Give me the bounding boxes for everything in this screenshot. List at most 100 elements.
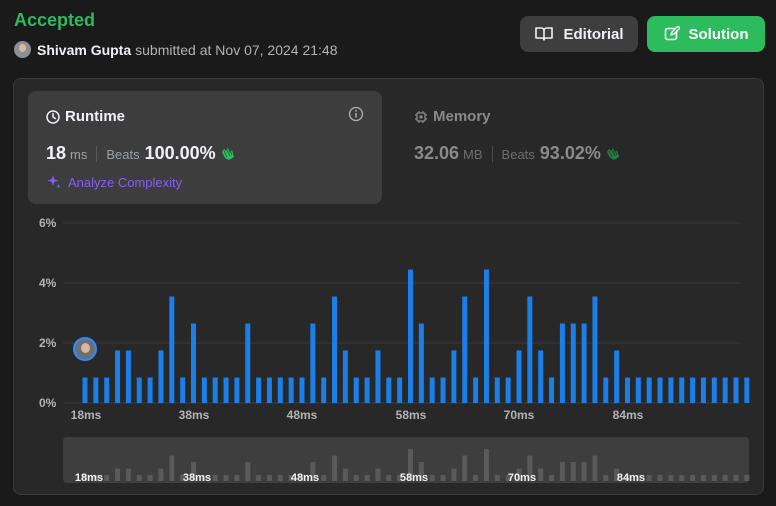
overview-bar: [342, 468, 348, 481]
overview-bar: [321, 474, 327, 481]
runtime-metric: 18 ms Beats 100.00%: [46, 143, 237, 164]
bar: [635, 377, 641, 403]
overview-bar: [668, 474, 674, 481]
overview-bar: [180, 474, 186, 481]
bar: [353, 377, 359, 403]
memory-beats-label: Beats: [501, 147, 535, 162]
overview-tick-label: 48ms: [291, 472, 319, 484]
bar: [549, 377, 555, 403]
bar: [342, 350, 348, 403]
overview-bar: [408, 449, 413, 481]
submission-status: Accepted: [14, 10, 96, 30]
editorial-button[interactable]: Editorial: [520, 16, 638, 52]
submitter-name[interactable]: Shivam Gupta: [37, 41, 132, 58]
overview-bar: [614, 468, 620, 481]
overview-bar: [483, 449, 489, 481]
runtime-beats-value: 100.00%: [144, 143, 216, 163]
overview-bar: [223, 474, 229, 481]
bar: [494, 377, 500, 403]
bar: [700, 377, 706, 403]
bar: [115, 350, 121, 403]
bar: [657, 377, 663, 403]
bar: [147, 377, 153, 403]
bar: [516, 350, 522, 403]
overview-bar: [266, 474, 272, 481]
overview-bar: [418, 462, 424, 481]
bar: [473, 377, 479, 403]
bar: [592, 296, 598, 403]
overview-bar: [711, 474, 717, 481]
runtime-value: 18: [46, 143, 67, 163]
bar: [310, 323, 316, 403]
x-tick-label: 18ms: [71, 408, 102, 422]
overview-bar: [722, 474, 728, 481]
bar: [581, 323, 587, 403]
bar: [364, 377, 370, 403]
runtime-title-row: Runtime: [46, 108, 125, 125]
overview-tick-label: 84ms: [617, 472, 645, 484]
submission-info: Shivam Gupta submitted at Nov 07, 2024 2…: [14, 41, 338, 58]
bar: [570, 323, 576, 403]
bar: [288, 377, 294, 403]
bar: [418, 323, 424, 403]
sparkle-icon: [47, 175, 61, 189]
bar: [375, 350, 381, 403]
info-icon[interactable]: [348, 106, 364, 122]
overview-bar: [147, 474, 153, 481]
y-tick-label: 2%: [39, 336, 57, 350]
bar: [223, 377, 229, 403]
overview-bar: [353, 474, 359, 481]
user-avatar-icon[interactable]: [14, 41, 31, 58]
overview-bar: [700, 474, 706, 481]
bar: [603, 377, 609, 403]
analyze-complexity-link[interactable]: Analyze Complexity: [46, 174, 182, 190]
solution-button[interactable]: Solution: [647, 16, 765, 52]
clock-icon: [46, 109, 60, 124]
book-icon: [535, 27, 554, 41]
bar: [744, 377, 750, 403]
overview-bar: [277, 474, 283, 481]
bar: [733, 377, 739, 403]
bar: [614, 350, 620, 403]
overview-bar: [592, 455, 598, 481]
bar: [277, 377, 283, 403]
overview-bar: [234, 474, 240, 481]
overview-bar: [505, 474, 511, 481]
overview-bar: [733, 474, 739, 481]
clap-icon: [221, 147, 234, 160]
overview-bar: [549, 474, 555, 481]
bar: [169, 296, 175, 403]
bar: [191, 323, 196, 403]
memory-metric[interactable]: 32.06 MB Beats 93.02%: [414, 143, 622, 164]
overview-tick-label: 38ms: [183, 472, 211, 484]
overview-bar: [625, 474, 630, 481]
overview-bar: [744, 474, 750, 481]
x-tick-label: 58ms: [396, 408, 427, 422]
overview-bar: [169, 455, 175, 481]
solution-label: Solution: [688, 25, 749, 43]
y-tick-label: 4%: [39, 276, 57, 290]
bar: [690, 377, 696, 403]
x-tick-label: 70ms: [504, 408, 535, 422]
memory-title-row[interactable]: Memory: [414, 108, 491, 125]
bar: [245, 323, 251, 403]
overview-bar: [256, 474, 262, 481]
analyze-label: Analyze Complexity: [68, 174, 183, 190]
runtime-beats-label: Beats: [106, 147, 140, 162]
overview-tick-label: 18ms: [75, 472, 103, 484]
divider: [491, 145, 493, 162]
bar: [538, 350, 544, 403]
memory-title: Memory: [433, 108, 491, 125]
overview-bar: [364, 474, 370, 481]
bar: [679, 377, 685, 403]
bar: [299, 377, 305, 403]
memory-unit: MB: [463, 147, 483, 162]
overview-bar: [581, 462, 587, 481]
overview-tick-label: 58ms: [400, 472, 428, 484]
user-position-avatar[interactable]: [73, 337, 97, 361]
overview-bar: [429, 474, 435, 481]
overview-bar: [288, 474, 294, 481]
bar: [201, 377, 207, 403]
runtime-card[interactable]: Runtime 18 ms Beats 100.00% Analyze Comp…: [28, 91, 382, 204]
